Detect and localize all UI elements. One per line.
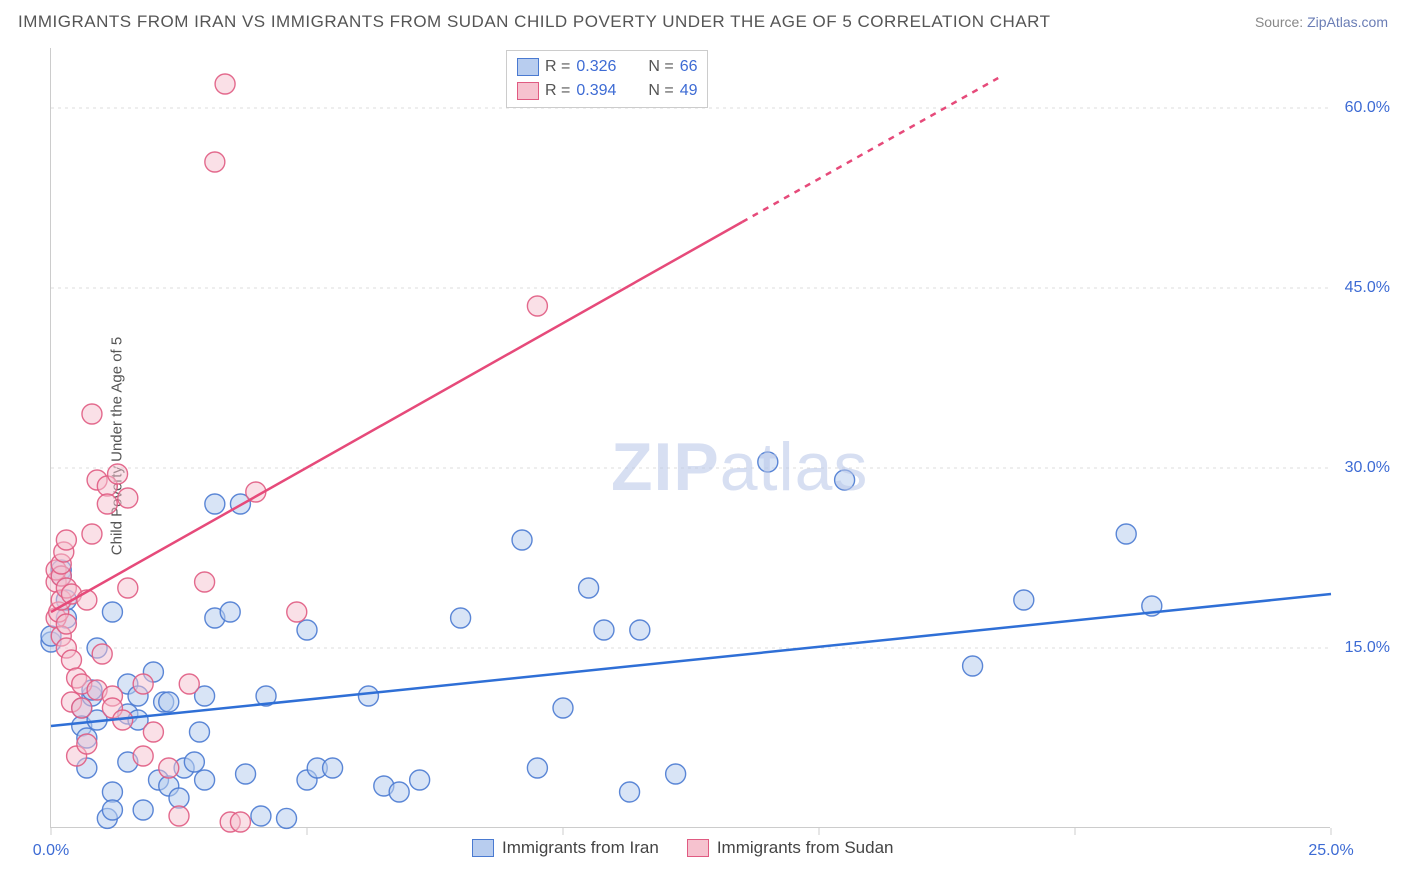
y-tick-label: 60.0%: [1334, 99, 1390, 117]
legend-row-sudan: R = 0.394 N = 49: [517, 79, 697, 103]
y-tick-label: 15.0%: [1334, 639, 1390, 657]
correlation-legend: R = 0.326 N = 66 R = 0.394 N = 49: [506, 50, 708, 108]
x-tick-label: 0.0%: [33, 842, 69, 860]
y-tick-label: 30.0%: [1334, 459, 1390, 477]
y-tick-label: 45.0%: [1334, 279, 1390, 297]
x-tick-label: 25.0%: [1308, 842, 1353, 860]
swatch-sudan: [687, 839, 709, 857]
n-label: N =: [648, 82, 673, 100]
legend-item-sudan: Immigrants from Sudan: [687, 838, 894, 858]
chart-title: IMMIGRANTS FROM IRAN VS IMMIGRANTS FROM …: [18, 12, 1051, 32]
n-value-sudan: 49: [680, 82, 698, 100]
source-link[interactable]: ZipAtlas.com: [1307, 14, 1388, 30]
series-label-sudan: Immigrants from Sudan: [717, 838, 894, 858]
chart-svg: [51, 48, 1331, 828]
n-label: N =: [648, 58, 673, 76]
r-label: R =: [545, 82, 570, 100]
legend-item-iran: Immigrants from Iran: [472, 838, 659, 858]
n-value-iran: 66: [680, 58, 698, 76]
r-value-iran: 0.326: [576, 58, 632, 76]
series-label-iran: Immigrants from Iran: [502, 838, 659, 858]
r-value-sudan: 0.394: [576, 82, 632, 100]
r-label: R =: [545, 58, 570, 76]
swatch-sudan: [517, 82, 539, 100]
swatch-iran: [517, 58, 539, 76]
plot-area: ZIPatlas 0.0%25.0%15.0%30.0%45.0%60.0%: [50, 48, 1330, 828]
swatch-iran: [472, 839, 494, 857]
source-attribution: Source: ZipAtlas.com: [1255, 14, 1388, 30]
series-legend: Immigrants from Iran Immigrants from Sud…: [472, 838, 894, 858]
legend-row-iran: R = 0.326 N = 66: [517, 55, 697, 79]
source-label: Source:: [1255, 14, 1303, 30]
